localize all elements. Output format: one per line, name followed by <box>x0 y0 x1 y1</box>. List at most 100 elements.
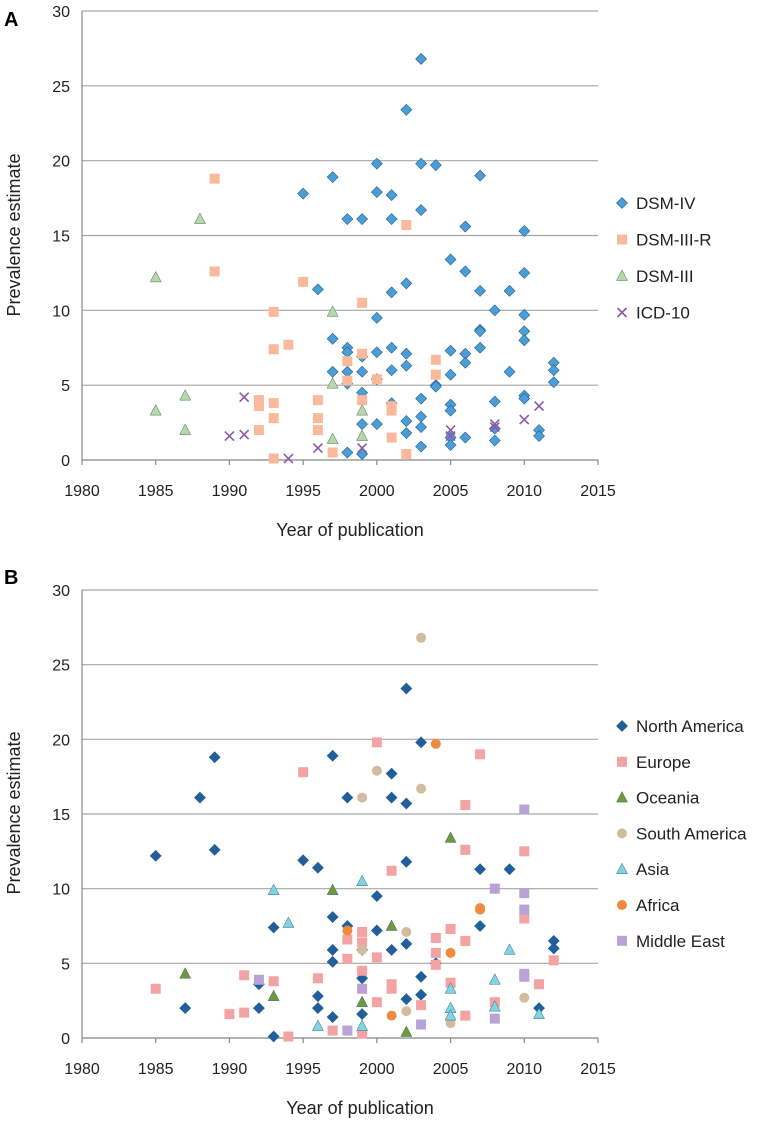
point-dsm-iv <box>356 365 369 378</box>
point-dsm-iv <box>474 169 486 182</box>
point-icd-10 <box>533 401 545 412</box>
point-europe <box>371 737 382 748</box>
y-tick-label: 5 <box>61 378 70 395</box>
point-asia <box>503 943 516 955</box>
point-africa <box>386 1010 397 1021</box>
point-dsm-iv <box>326 171 339 184</box>
point-dsm-iv <box>385 341 398 354</box>
panel-a-gridlines <box>81 10 598 461</box>
point-north-america <box>356 1008 369 1021</box>
legend-label-north-america: North America <box>636 717 744 736</box>
x-tick-label: 2015 <box>580 1061 616 1078</box>
y-tick-label: 20 <box>52 732 70 749</box>
point-icd-10 <box>239 429 250 440</box>
legend-label-icd-10: ICD-10 <box>636 304 690 323</box>
point-dsm-iv <box>518 392 531 405</box>
point-south-america <box>357 944 368 955</box>
point-dsm-iv <box>518 266 531 279</box>
point-south-america <box>357 792 368 803</box>
panel-b: B 0 5 10 15 20 25 30 1980 1985 1990 1995 2000 2005 2… <box>4 567 747 1118</box>
point-south-america <box>401 1006 412 1017</box>
point-dsm-iv <box>311 283 324 296</box>
y-tick-label: 0 <box>61 453 70 470</box>
point-dsm-iv <box>503 365 516 378</box>
x-tick-label: 1985 <box>138 483 174 500</box>
point-oceania <box>356 995 369 1007</box>
point-north-america <box>267 1030 280 1043</box>
point-icd-10 <box>445 430 456 442</box>
point-europe <box>430 947 441 958</box>
point-europe <box>224 1009 235 1020</box>
point-dsm-iv <box>488 304 501 317</box>
point-dsm-iv <box>326 332 339 345</box>
point-europe <box>298 767 309 778</box>
point-dsm-iv <box>459 356 472 369</box>
point-dsm-iv <box>415 52 428 65</box>
point-europe <box>460 935 471 946</box>
panel-a-y-ticks: 0 5 10 15 20 25 30 <box>52 4 70 470</box>
point-dsm-iii-r <box>283 339 294 350</box>
y-tick-label: 10 <box>52 882 70 899</box>
point-dsm-iv <box>415 157 428 170</box>
point-dsm-iii-r <box>209 266 220 277</box>
point-dsm-iv <box>341 365 354 378</box>
legend-label-dsm-iii: DSM-III <box>636 267 694 286</box>
point-middle-east <box>489 1013 500 1024</box>
point-dsm-iv <box>356 418 369 431</box>
point-dsm-iv <box>444 253 457 266</box>
x-tick-label: 1990 <box>212 483 248 500</box>
point-north-america <box>326 749 339 762</box>
point-europe <box>371 997 382 1008</box>
point-dsm-iv <box>370 157 383 170</box>
point-dsm-iii-r <box>401 220 412 231</box>
point-europe <box>342 934 353 945</box>
point-dsm-iv <box>474 325 486 338</box>
point-dsm-iii-r <box>268 413 279 424</box>
point-dsm-iv <box>385 189 398 202</box>
legend-label-europe: Europe <box>636 753 691 772</box>
point-south-america <box>519 992 530 1003</box>
point-asia <box>488 1000 501 1012</box>
y-tick-label: 25 <box>52 79 70 96</box>
panel-b-label: B <box>4 567 18 589</box>
point-europe <box>357 937 368 948</box>
legend-marker-middle-east <box>617 935 627 946</box>
point-dsm-iv <box>518 225 531 237</box>
point-asia <box>444 982 457 994</box>
point-middle-east <box>519 971 530 982</box>
panel-b-x-ticks: 1980 1985 1990 1995 2000 2005 2010 2015 <box>64 1038 616 1078</box>
point-middle-east <box>489 883 500 894</box>
point-north-america <box>194 791 206 804</box>
point-dsm-iii-r <box>327 447 338 458</box>
point-oceania <box>267 989 280 1001</box>
point-middle-east <box>342 1025 353 1036</box>
point-dsm-iv <box>400 415 413 428</box>
point-middle-east <box>416 1019 427 1030</box>
point-europe <box>460 844 471 855</box>
point-dsm-iv <box>518 334 531 347</box>
panel-b-gridlines <box>81 589 598 1039</box>
point-europe <box>239 970 250 981</box>
point-icd-10 <box>489 419 500 430</box>
point-dsm-iv <box>415 204 428 216</box>
x-tick-label: 1990 <box>212 1061 248 1078</box>
point-north-america <box>385 791 398 804</box>
legend-label-oceania: Oceania <box>636 789 700 808</box>
point-asia <box>356 874 369 886</box>
point-dsm-iv <box>400 277 413 290</box>
point-europe <box>327 1025 338 1036</box>
x-tick-label: 2005 <box>433 483 469 500</box>
point-africa <box>342 925 353 936</box>
point-north-america <box>326 911 339 923</box>
panel-b-x-axis-title: Year of publication <box>286 1098 433 1118</box>
point-dsm-iv <box>297 187 310 200</box>
point-icd-10 <box>239 392 250 403</box>
point-dsm-iv <box>444 344 457 357</box>
point-dsm-iv <box>385 364 398 377</box>
point-asia <box>282 916 295 928</box>
point-africa <box>430 738 441 749</box>
point-north-america <box>415 970 428 983</box>
point-dsm-iii-r <box>209 173 220 184</box>
legend-label-africa: Africa <box>636 896 680 915</box>
point-dsm-iv <box>488 434 501 447</box>
